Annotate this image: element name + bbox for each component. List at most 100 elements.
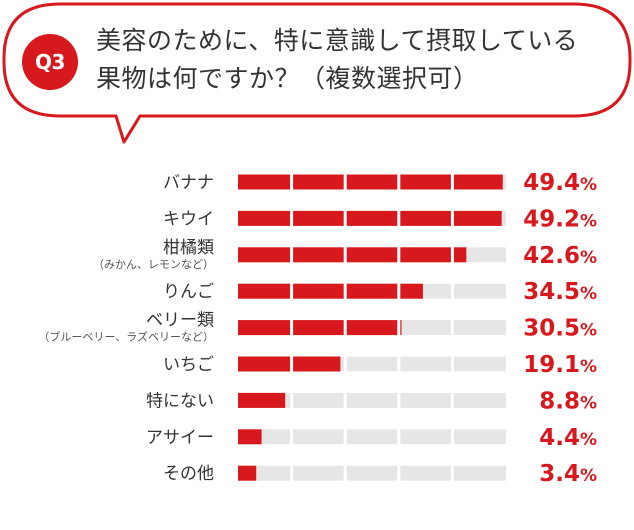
bar-9: [238, 465, 257, 481]
value-number: 49.2: [523, 206, 580, 232]
bar-separator: [397, 246, 401, 264]
value-number: 19.1: [523, 352, 580, 378]
bar-separator: [397, 319, 401, 337]
value-number: 8.8: [539, 388, 580, 414]
value-label: 30.5%: [523, 316, 597, 342]
bar-separator: [290, 355, 294, 373]
value-number: 49.4: [523, 170, 580, 196]
value-unit: %: [580, 211, 597, 231]
value-unit: %: [580, 357, 597, 377]
bar-separator: [290, 173, 294, 191]
value-number: 42.6: [523, 243, 580, 269]
bar-1: [238, 174, 503, 190]
bar-row: 特にない 8.8%: [146, 388, 597, 414]
bar-separator: [290, 282, 294, 300]
bar-separator: [343, 355, 347, 373]
value-label: 49.4%: [523, 170, 597, 196]
bar-separator: [397, 355, 401, 373]
bar-separator: [343, 391, 347, 409]
value-number: 3.4: [539, 461, 580, 487]
value-unit: %: [580, 430, 597, 450]
bar-row: 柑橘類（みかん、レモンなど） 42.6%: [93, 238, 597, 271]
bar-separator: [290, 319, 294, 337]
bar-track: [238, 429, 506, 445]
bar-2: [238, 210, 502, 226]
value-number: 34.5: [523, 279, 580, 305]
bar-separator: [397, 464, 401, 482]
bar-row: アサイー 4.4%: [146, 425, 597, 451]
bar-separator: [343, 173, 347, 191]
value-unit: %: [580, 248, 597, 268]
category-label: いちご: [163, 355, 214, 375]
bar-row: いちご 19.1%: [163, 352, 597, 378]
category-label: バナナ: [163, 173, 214, 193]
value-label: 34.5%: [523, 279, 597, 305]
value-unit: %: [580, 466, 597, 486]
speech-bubble-outline: [2, 2, 632, 144]
bar-track: [238, 392, 506, 408]
bar-separator: [290, 209, 294, 227]
category-label: その他: [163, 464, 214, 484]
value-number: 30.5: [523, 316, 580, 342]
category-label: 特にない: [146, 391, 214, 411]
value-label: 8.8%: [539, 388, 597, 414]
bar-separator: [450, 246, 454, 264]
bar-separator: [450, 209, 454, 227]
speech-bubble: [2, 2, 632, 144]
bar-row: ベリー類（ブルーベリー、ラズベリーなど） 30.5%: [38, 311, 597, 344]
bar-row: キウイ 49.2%: [163, 206, 597, 232]
bar-separator: [343, 428, 347, 446]
value-label: 42.6%: [523, 243, 597, 269]
bar-row: りんご 34.5%: [163, 279, 597, 305]
bar-5: [238, 320, 402, 336]
value-label: 19.1%: [523, 352, 597, 378]
category-label: アサイー: [146, 428, 214, 448]
bar-separator: [343, 464, 347, 482]
bar-separator: [343, 246, 347, 264]
bar-separator: [450, 319, 454, 337]
bar-separator: [450, 282, 454, 300]
category-label: キウイ: [163, 209, 214, 229]
category-sublabel: （ブルーベリー、ラズベリーなど）: [38, 330, 214, 344]
bar-6: [238, 356, 341, 372]
value-label: 3.4%: [539, 461, 597, 487]
question-badge: Q3: [22, 34, 78, 90]
value-label: 4.4%: [539, 425, 597, 451]
question-title: 美容のために、特に意識して摂取している果物は何ですか？（複数選択可）: [96, 26, 579, 93]
bar-separator: [343, 319, 347, 337]
bar-separator: [397, 282, 401, 300]
bar-separator: [397, 428, 401, 446]
bar-separator: [397, 391, 401, 409]
bar-3: [238, 247, 467, 263]
value-unit: %: [580, 175, 597, 195]
bar-separator: [397, 209, 401, 227]
bar-track: [238, 465, 506, 481]
bar-separator: [290, 246, 294, 264]
category-label: ベリー類: [146, 311, 214, 331]
value-unit: %: [580, 393, 597, 413]
value-number: 4.4: [539, 425, 580, 451]
bar-separator: [343, 209, 347, 227]
value-unit: %: [580, 321, 597, 341]
bar-separator: [290, 428, 294, 446]
bar-separator: [450, 173, 454, 191]
bar-8: [238, 429, 262, 445]
bar-separator: [450, 355, 454, 373]
bar-separator: [397, 173, 401, 191]
bar-separator: [450, 428, 454, 446]
bar-7: [238, 392, 286, 408]
bar-row: バナナ 49.4%: [163, 170, 597, 196]
bar-separator: [450, 464, 454, 482]
bar-separator: [343, 282, 347, 300]
value-unit: %: [580, 284, 597, 304]
bar-row: その他 3.4%: [163, 461, 597, 487]
category-sublabel: （みかん、レモンなど）: [93, 258, 214, 271]
bar-separator: [290, 391, 294, 409]
category-label: 柑橘類: [163, 238, 214, 258]
bar-separator: [450, 391, 454, 409]
bar-separator: [290, 464, 294, 482]
category-label: りんご: [163, 282, 214, 302]
bar-4: [238, 283, 423, 299]
value-label: 49.2%: [523, 206, 597, 232]
